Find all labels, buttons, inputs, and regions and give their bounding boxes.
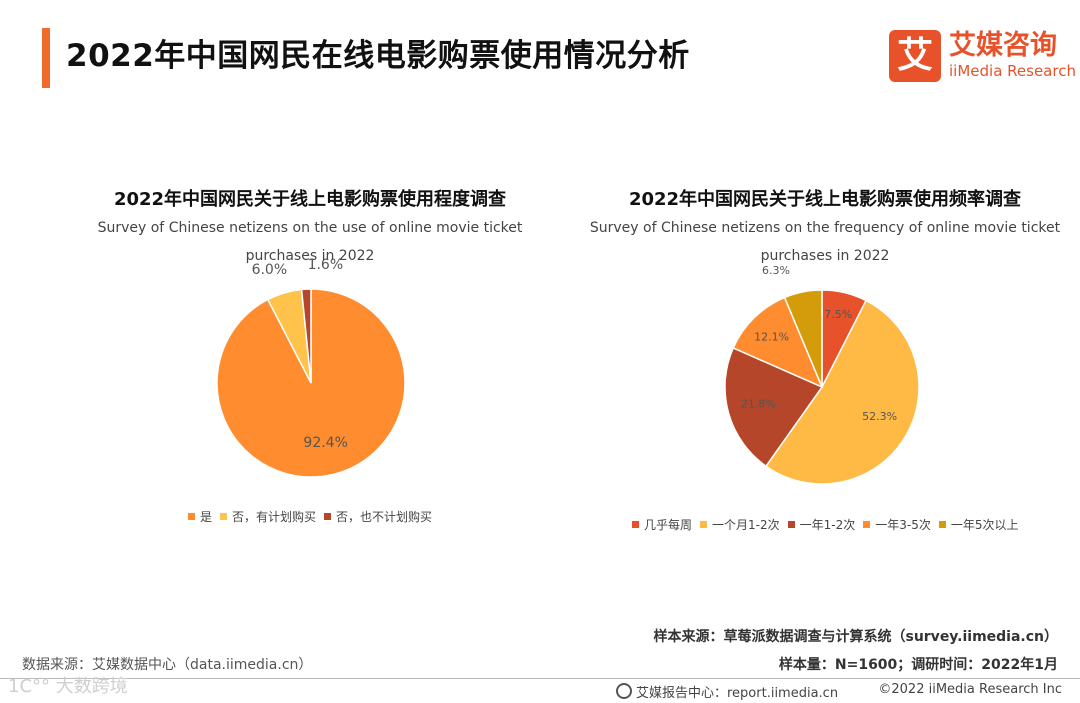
chart2-legend-item-1: 几乎每周 [632,516,692,533]
chart2-data-label-1: 7.5% [824,308,852,321]
chart2-data-label-5: 6.3% [762,264,790,277]
chart2-slice-4 [732,296,824,389]
chart2-data-label-4: 12.1% [754,331,789,344]
chart1-data-label-2: 6.0% [252,262,288,278]
report-center-text: 艾媒报告中心：report.iimedia.cn [636,686,839,701]
chart2-slice-2 [764,299,920,485]
chart2-subtitle-line2: purchases in 2022 [760,248,890,264]
watermark: 1C°° 大数跨境 [8,676,128,697]
chart2-legend-label-4: 一年3-5次 [875,518,931,532]
chart1-subtitle-line2: purchases in 2022 [245,248,375,264]
chart2-data-label-3: 21.8% [741,398,776,411]
chart1-legend-swatch-1 [188,513,195,520]
chart1-title: 2022年中国网民关于线上电影购票使用程度调查 [113,189,507,210]
chart2-legend: 几乎每周 一个月1-2次 一年1-2次 一年3-5次 一年5次以上 [632,516,1026,533]
title-accent-bar [42,28,50,88]
chart2-legend-item-2: 一个月1-2次 [700,516,780,533]
chart1-legend-swatch-2 [220,513,228,520]
chart2-legend-swatch-1 [632,521,639,528]
chart2-legend-label-5: 一年5次以上 [950,518,1019,532]
chart2-legend-label-2: 一个月1-2次 [712,518,780,532]
chart1-legend-item-1: 是 [188,508,212,525]
chart2-legend-swatch-2 [700,521,708,528]
page-title: 2022年中国网民在线电影购票使用情况分析 [66,38,690,74]
chart2-title: 2022年中国网民关于线上电影购票使用频率调查 [628,189,1022,210]
chart2-legend-label-3: 一年1-2次 [799,518,856,532]
sample-size: 样本量：N=1600；调研时间：2022年1月 [778,657,1058,673]
chart2-legend-swatch-4 [863,521,871,528]
footer-divider [0,678,1080,679]
logo-en-text: iiMedia Research [949,62,1076,80]
logo-cn-text: 艾媒咨询 [949,30,1057,61]
chart1-subtitle-line1: Survey of Chinese netizens on the use of… [97,220,523,236]
report-center: 艾媒报告中心：report.iimedia.cn [616,682,838,701]
chart1-slice-3 [300,288,312,384]
chart1-legend-item-2: 否，有计划购买 [220,508,316,525]
chart1-legend-label-3: 否，也不计划购买 [336,510,433,524]
chart2-slice-3 [724,346,824,468]
chart1-data-label-1: 92.4% [303,435,347,451]
chart2-slice-5 [783,289,823,388]
chart2-subtitle: Survey of Chinese netizens on the freque… [570,214,1080,270]
chart1-legend-swatch-3 [324,513,332,520]
chart1-subtitle: Survey of Chinese netizens on the use of… [60,214,560,270]
copyright: ©2022 iiMedia Research Inc [878,682,1062,697]
chart1-legend-item-3: 否，也不计划购买 [324,508,432,525]
chart2-legend-item-3: 一年1-2次 [787,516,856,533]
sample-source: 样本来源：草莓派数据调查与计算系统（survey.iimedia.cn） [653,629,1058,645]
chart2-data-label-2: 52.3% [862,410,897,423]
iimedia-logo: 艾 艾媒咨询 iiMedia Research [889,30,1076,82]
data-source: 数据来源：艾媒数据中心（data.iimedia.cn） [22,657,313,673]
globe-icon [616,683,632,699]
chart2-legend-label-1: 几乎每周 [644,518,693,532]
logo-mark: 艾 [889,30,941,82]
chart2-legend-swatch-5 [938,521,946,528]
chart1-data-label-3: 1.6% [308,257,344,273]
chart2-legend-swatch-3 [787,521,795,528]
chart1-legend-label-2: 否，有计划购买 [232,510,317,524]
chart2-subtitle-line1: Survey of Chinese netizens on the freque… [589,220,1061,236]
chart2-legend-item-5: 一年5次以上 [938,516,1019,533]
chart1-legend: 是 否，有计划购买 否，也不计划购买 [188,508,440,525]
chart2-legend-item-4: 一年3-5次 [863,516,931,533]
chart1-legend-label-1: 是 [200,510,213,524]
